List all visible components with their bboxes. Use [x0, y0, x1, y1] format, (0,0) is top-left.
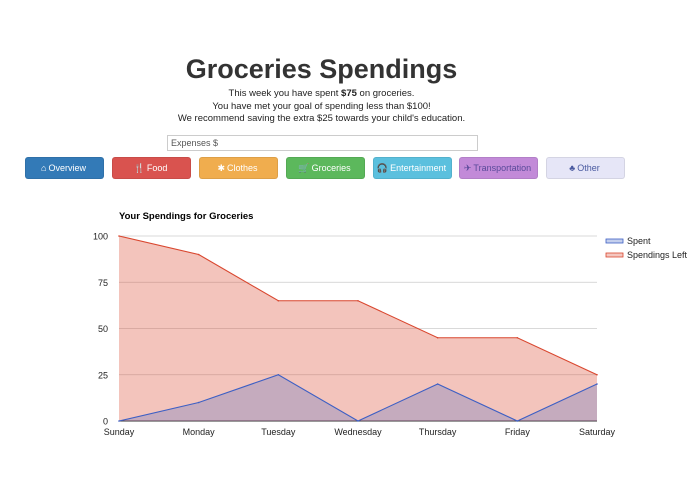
nav-label: Transportation [473, 163, 532, 173]
legend-label: Spent [627, 236, 651, 246]
nav-label: Other [577, 163, 600, 173]
summary-line1-end: on groceries. [356, 88, 415, 99]
y-tick-label: 75 [98, 278, 108, 288]
y-tick-label: 25 [98, 370, 108, 380]
data-point [596, 383, 598, 385]
home-icon: ⌂ [41, 163, 47, 173]
nav-clothes-button[interactable]: ✱ Clothes [199, 157, 278, 179]
headphones-icon: 🎧 [376, 163, 389, 173]
x-tick-label: Saturday [579, 427, 616, 437]
chart-title: Your Spendings for Groceries [119, 211, 253, 222]
y-tick-label: 100 [93, 232, 108, 242]
data-point [596, 373, 598, 376]
data-point [197, 401, 200, 404]
x-tick-label: Monday [183, 427, 216, 437]
summary-line3: We recommend saving the extra $25 toward… [177, 113, 466, 124]
spent-amount: $75 [341, 88, 357, 99]
area-spendings-left [119, 236, 597, 421]
data-point [197, 253, 200, 256]
data-point [357, 299, 359, 302]
cutlery-icon: 🍴 [133, 163, 145, 173]
legend-swatch [605, 252, 624, 258]
data-point [357, 420, 359, 422]
data-point [516, 336, 519, 339]
shopping-cart-icon: 🛒 [298, 163, 310, 173]
asterisk-icon: ✱ [217, 163, 226, 173]
y-tick-label: 0 [103, 417, 108, 427]
plane-icon: ✈ [463, 163, 472, 173]
nav-label: Entertainment [390, 163, 447, 173]
page-title: Groceries Spendings [185, 54, 458, 84]
nav-groceries-button[interactable]: 🛒 Groceries [286, 157, 365, 179]
data-point [118, 420, 120, 422]
expenses-input[interactable]: Expenses $ [167, 135, 478, 151]
summary-line2: You have met your goal of spending less … [212, 100, 431, 112]
data-point [277, 373, 280, 376]
data-point [436, 383, 439, 385]
nav-food-button[interactable]: 🍴 Food [112, 157, 191, 179]
x-tick-label: Wednesday [334, 427, 382, 437]
x-tick-label: Friday [505, 427, 531, 437]
y-tick-label: 50 [98, 324, 108, 334]
data-point [516, 420, 519, 422]
data-point [118, 235, 120, 237]
nav-overview-button[interactable]: ⌂ Overview [25, 157, 104, 179]
data-point [436, 336, 439, 339]
data-point [277, 299, 280, 302]
nav-label: Groceries [311, 163, 351, 173]
nav-entertainment-button[interactable]: 🎧 Entertainment [373, 157, 452, 179]
x-tick-label: Thursday [419, 427, 457, 437]
legend-swatch [605, 238, 624, 244]
nav-label: Food [146, 163, 168, 173]
tree-icon: ♣ [569, 163, 576, 173]
x-tick-label: Tuesday [261, 427, 296, 437]
nav-transportation-button[interactable]: ✈ Transportation [459, 157, 538, 179]
nav-label: Overview [48, 163, 86, 173]
nav-label: Clothes [227, 163, 258, 173]
nav-other-button[interactable]: ♣ Other [546, 157, 625, 179]
legend-label: Spendings Left [627, 250, 688, 260]
x-tick-label: Sunday [104, 427, 135, 437]
summary-line1: This week you have spent [228, 88, 342, 99]
summary-text: This week you have spent $75 on grocerie… [0, 88, 643, 126]
area-spent [119, 374, 597, 421]
